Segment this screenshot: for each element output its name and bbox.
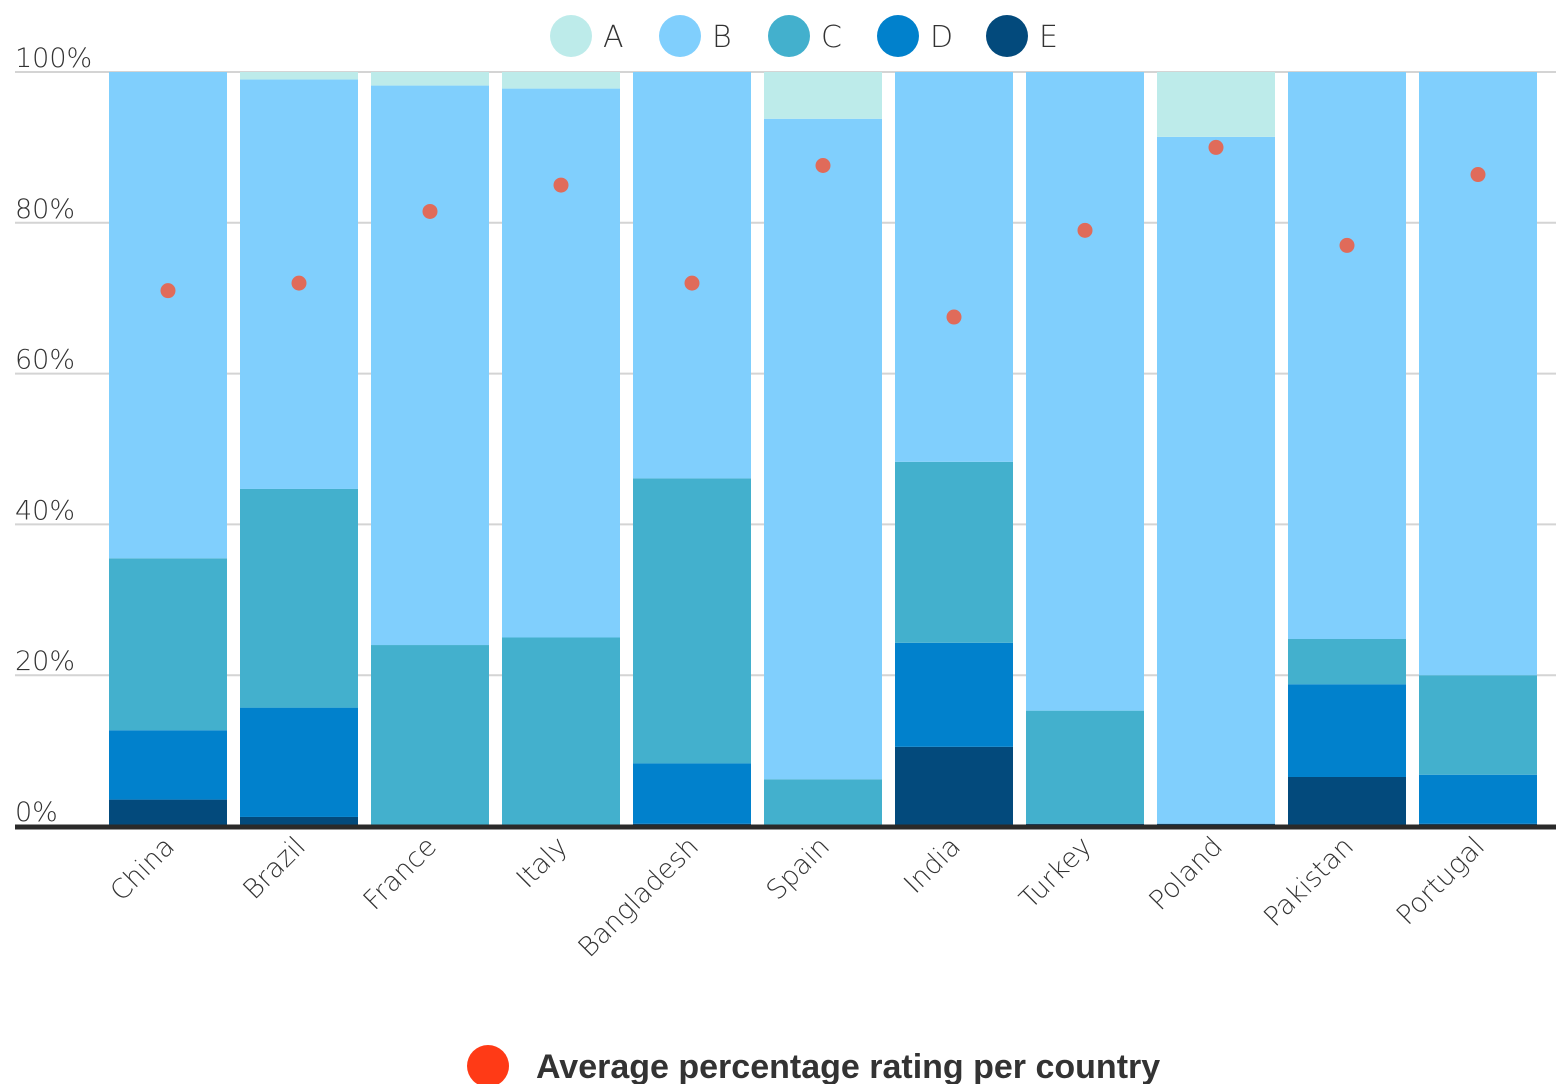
x-tick-label: Brazil — [237, 831, 312, 906]
bar-segment-b — [1288, 72, 1406, 640]
bar-segment-c — [764, 779, 882, 826]
legend-label: A — [603, 20, 624, 55]
x-tick-label: Italy — [511, 831, 574, 894]
average-dot — [815, 157, 831, 173]
average-legend-label: Average percentage rating per country — [536, 1048, 1160, 1084]
average-dot — [946, 309, 962, 325]
bar-segment-d — [633, 763, 751, 824]
average-dots — [160, 139, 1486, 325]
bar-segment-b — [895, 72, 1013, 462]
bar-segment-c — [109, 558, 227, 731]
average-dot — [1339, 237, 1355, 253]
y-tick-label: 60% — [15, 345, 75, 376]
bar-segment-b — [1026, 72, 1144, 711]
legend-label: E — [1039, 20, 1058, 55]
bar-segment-b — [502, 88, 620, 638]
bar-segment-e — [240, 816, 358, 826]
bar-segment-a — [1157, 72, 1275, 137]
bar-segment-c — [1419, 675, 1537, 775]
average-dot — [291, 275, 307, 291]
bar-segment-c — [1026, 710, 1144, 824]
legend-swatch — [659, 15, 701, 57]
x-tick-label: Pakistan — [1258, 831, 1360, 933]
average-dot — [1208, 139, 1224, 155]
x-tick-label: France — [358, 831, 443, 916]
average-dot — [1077, 222, 1093, 238]
bar-segment-d — [109, 730, 227, 800]
bar-segment-a — [764, 72, 882, 119]
average-dot — [553, 177, 569, 193]
bar-segment-a — [502, 72, 620, 89]
average-dot — [422, 203, 438, 219]
y-tick-label: 20% — [15, 646, 75, 677]
x-tick-label: Spain — [761, 831, 836, 906]
legend-swatch — [550, 15, 592, 57]
bar-segment-c — [1288, 639, 1406, 685]
x-tick-label: China — [104, 831, 180, 907]
x-tick-label: Portugal — [1391, 831, 1491, 931]
legend-swatch — [986, 15, 1028, 57]
bar-segment-e — [895, 746, 1013, 826]
x-tick-label: Poland — [1143, 831, 1229, 917]
average-dot — [684, 275, 700, 291]
bar-segment-b — [1419, 72, 1537, 676]
average-dot — [160, 283, 176, 299]
bar-segment-d — [895, 642, 1013, 747]
bar-segment-c — [371, 645, 489, 826]
bar-segment-b — [633, 72, 751, 479]
legend-label: B — [712, 20, 732, 55]
bar-segment-c — [895, 461, 1013, 643]
bar-segment-b — [109, 72, 227, 559]
bar-segment-d — [240, 707, 358, 817]
bar-segment-c — [240, 488, 358, 708]
legend-label: D — [930, 20, 953, 55]
bar-segment-b — [1157, 136, 1275, 824]
bar-segment-a — [240, 72, 358, 80]
bar-segment-d — [1419, 774, 1537, 824]
y-tick-label: 40% — [15, 495, 75, 526]
bar-segment-e — [1288, 776, 1406, 826]
y-tick-label: 100% — [15, 43, 92, 74]
y-tick-labels: 0% 20% 40% 60% 80% 100% — [15, 43, 92, 828]
y-tick-label: 80% — [15, 194, 75, 225]
legend-label: C — [821, 20, 842, 55]
bar-segment-b — [371, 85, 489, 646]
x-tick-label: Turkey — [1014, 831, 1098, 915]
legend-swatch — [877, 15, 919, 57]
legend: A B C D E — [550, 15, 1058, 57]
average-legend: Average percentage rating per country — [467, 1045, 1160, 1084]
bars — [109, 72, 1537, 826]
bar-segment-d — [1288, 684, 1406, 777]
x-tick-label: Bangladesh — [572, 831, 705, 964]
average-legend-swatch — [467, 1045, 509, 1084]
y-tick-label: 0% — [15, 797, 58, 828]
bar-segment-c — [633, 478, 751, 764]
bar-segment-b — [764, 118, 882, 780]
bar-segment-a — [371, 72, 489, 86]
bar-segment-e — [109, 799, 227, 826]
bar-segment-c — [502, 637, 620, 826]
average-dot — [1470, 167, 1486, 183]
legend-swatch — [768, 15, 810, 57]
x-tick-label: India — [898, 831, 967, 900]
